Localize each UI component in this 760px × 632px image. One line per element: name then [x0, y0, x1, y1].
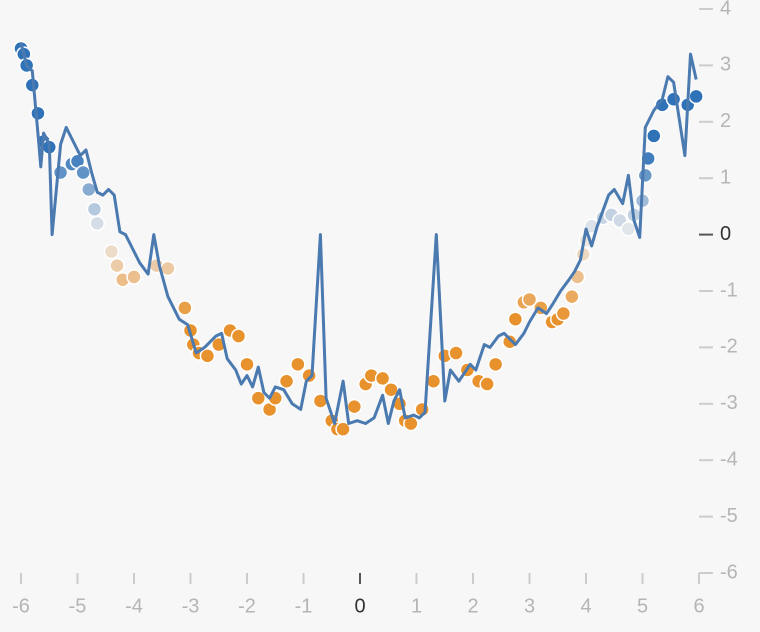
scatter-point	[487, 356, 504, 373]
scatter-point	[290, 356, 306, 373]
y-tick-label: 2	[720, 110, 731, 132]
scatter-point	[479, 376, 495, 392]
x-tick-label: -1	[295, 595, 313, 617]
y-tick-label: 3	[720, 54, 731, 76]
scatter-point	[89, 215, 106, 232]
y-tick-label: -4	[720, 448, 738, 470]
x-tick-label: 2	[467, 595, 478, 617]
scatter-point	[346, 398, 363, 415]
x-tick-label: -5	[69, 595, 87, 617]
scatter-point	[109, 257, 125, 274]
y-tick-label: 0	[720, 223, 731, 245]
scatter-point	[688, 88, 704, 105]
x-tick-label: -2	[238, 595, 256, 617]
scatter-point	[177, 300, 193, 316]
y-tick-label: 4	[720, 0, 731, 19]
scatter-point	[521, 291, 538, 308]
scatter-point	[374, 370, 391, 387]
x-tick-label: 4	[580, 595, 591, 617]
x-tick-label: 0	[354, 595, 365, 617]
x-tick-label: -3	[182, 595, 200, 617]
x-tick-label: 1	[411, 595, 422, 617]
scatter-point	[637, 167, 654, 184]
scatter-point	[199, 348, 216, 364]
scatter-point	[239, 356, 255, 373]
scatter-point	[250, 390, 267, 406]
x-tick-label: 6	[693, 595, 704, 617]
scatter-point	[646, 128, 662, 144]
scatter-point	[507, 311, 524, 327]
line-series	[19, 42, 698, 425]
y-tick-label: -3	[720, 392, 738, 414]
scatter-point	[564, 288, 580, 305]
x-tick-label: 5	[637, 595, 648, 617]
y-tick-label: -1	[720, 279, 738, 301]
x-tick-label: 3	[524, 595, 535, 617]
y-tick-label: 1	[720, 166, 731, 188]
y-tick-label: -5	[720, 505, 738, 527]
y-tick-label: -6	[720, 561, 738, 583]
scatter-point	[555, 305, 572, 322]
scatter-point	[126, 269, 142, 285]
scatter-point	[103, 243, 120, 260]
scatter-point	[75, 164, 91, 181]
x-tick-label: -4	[125, 595, 143, 617]
y-tick-label: -2	[720, 336, 738, 358]
x-tick-label: -6	[12, 595, 30, 617]
scatter-point	[448, 345, 464, 361]
scatter-point	[278, 373, 295, 389]
scatter-point	[335, 421, 351, 437]
scatter-point	[86, 201, 103, 217]
scatter-point	[230, 328, 247, 344]
scatter-point	[620, 221, 637, 237]
